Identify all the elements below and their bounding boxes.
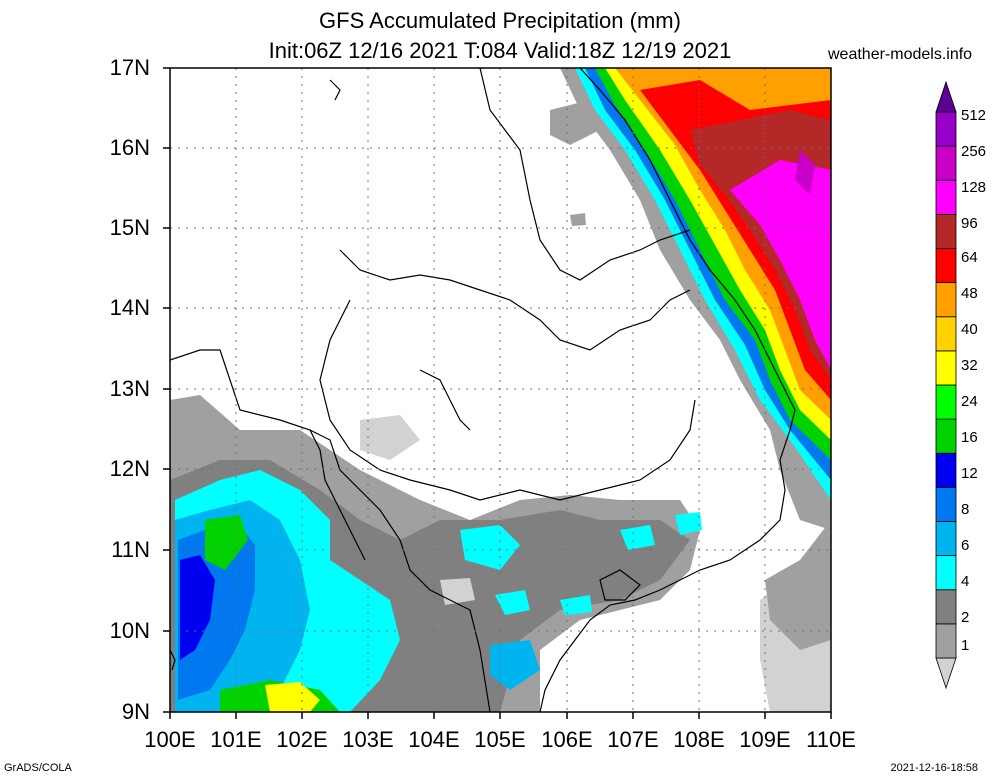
map-subtitle: Init:06Z 12/16 2021 T:084 Valid:18Z 12/1… [268, 38, 732, 63]
color-legend-bar [935, 80, 957, 690]
lon-label-110e: 110E [806, 727, 856, 752]
lon-label-102e: 102E [276, 727, 328, 752]
legend-label-40: 40 [961, 321, 978, 338]
legend-label-1: 1 [961, 637, 970, 654]
lat-label-17n: 17N [109, 55, 150, 80]
lon-label-108e: 108E [673, 727, 725, 752]
lat-label-14n: 14N [109, 295, 150, 320]
legend-swatch [935, 555, 957, 591]
footer-software-label: GrADS/COLA [4, 762, 72, 774]
legend-label-12: 12 [961, 465, 978, 482]
legend-swatch [935, 179, 957, 215]
lat-label-13n: 13N [109, 376, 150, 401]
legend-label-24: 24 [961, 393, 978, 410]
legend-label-8: 8 [961, 501, 970, 518]
graticule [170, 68, 831, 712]
legend-label-256: 256 [961, 143, 987, 160]
legend-swatch [935, 521, 957, 557]
legend-label-32: 32 [961, 357, 978, 374]
legend-label-6: 6 [961, 537, 970, 554]
axis-ticks [163, 67, 832, 719]
lon-label-109e: 109E [739, 727, 791, 752]
legend-swatch [935, 282, 957, 318]
legend-label-48: 48 [961, 285, 978, 302]
source-site-label: weather-models.info [828, 46, 973, 63]
lon-label-103e: 103E [342, 727, 394, 752]
legend-swatch [935, 213, 957, 249]
legend-swatch [935, 486, 957, 522]
lon-label-107e: 107E [607, 727, 659, 752]
legend-swatch-max [935, 80, 957, 113]
map-title: GFS Accumulated Precipitation (mm) [319, 8, 681, 33]
lat-label-10n: 10N [109, 618, 150, 643]
legend-label-2: 2 [961, 609, 970, 626]
lon-label-106e: 106E [541, 727, 593, 752]
legend-swatch-min [935, 657, 957, 690]
legend-swatch [935, 248, 957, 284]
lon-label-105e: 105E [474, 727, 526, 752]
lat-label-12n: 12N [109, 456, 150, 481]
legend-swatch [935, 418, 957, 454]
legend-label-64: 64 [961, 249, 978, 266]
legend-swatch [935, 452, 957, 488]
legend-label-128: 128 [961, 179, 987, 196]
legend-swatch [935, 589, 957, 625]
footer-timestamp: 2021-12-16-18:58 [890, 762, 978, 774]
lon-label-101e: 101E [210, 727, 262, 752]
legend-swatch [935, 316, 957, 352]
legend-label-4: 4 [961, 573, 970, 590]
legend-label-16: 16 [961, 429, 978, 446]
legend-label-96: 96 [961, 215, 978, 232]
lat-label-15n: 15N [109, 215, 150, 240]
legend-swatch [935, 350, 957, 386]
legend-swatch [935, 384, 957, 420]
precipitation-fields [170, 68, 831, 712]
legend-swatch [935, 623, 957, 659]
legend-swatch [935, 145, 957, 181]
lat-label-9n: 9N [121, 699, 150, 724]
lon-label-100e: 100E [144, 727, 196, 752]
legend-swatch [935, 111, 957, 147]
lat-label-11n: 11N [111, 537, 150, 562]
lat-label-16n: 16N [109, 135, 150, 160]
coastline-borders [170, 68, 796, 712]
legend-label-512: 512 [961, 107, 987, 124]
lon-label-104e: 104E [408, 727, 460, 752]
